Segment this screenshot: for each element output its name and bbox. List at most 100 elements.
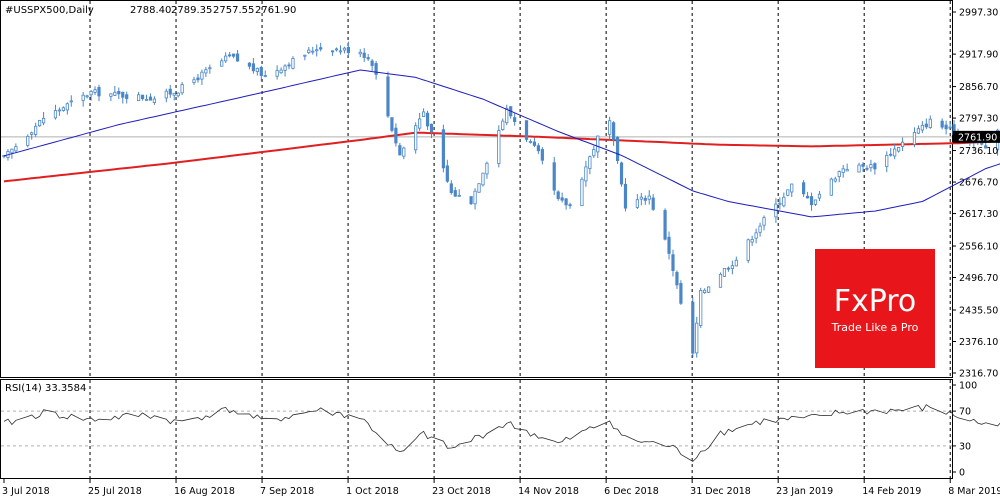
candle-body	[916, 128, 921, 134]
time-axis: 3 Jul 2018 25 Jul 2018 16 Aug 2018 7 Sep 20…	[2, 479, 1000, 497]
time-tick-label: 23 Jan 2019	[776, 486, 833, 497]
candle-body	[722, 268, 727, 277]
candle-body	[845, 169, 849, 172]
rsi-panel: RSI(14) 33.3584	[0, 379, 1000, 479]
candle-body	[402, 147, 406, 157]
candle-body	[57, 109, 62, 112]
candle-body	[38, 120, 42, 127]
candle-body	[346, 46, 350, 54]
candle-body	[93, 89, 97, 93]
candle-body	[386, 76, 390, 117]
price-tick-label: 2376.10	[959, 337, 998, 348]
price-tick-label: 2556.10	[959, 242, 998, 253]
candle-body	[699, 290, 703, 326]
candle-body	[477, 183, 481, 193]
candle-body	[505, 107, 509, 124]
candle-body	[148, 96, 153, 101]
candle-body	[643, 197, 647, 201]
price-panel: #USSPX500,Daily 2788.40 2789.35 2757.55 …	[0, 0, 1000, 378]
ohlc-low: 2757.55	[213, 5, 254, 16]
logo-tagline: Trade Like a Pro	[831, 321, 919, 334]
price-axis: 2997.30 2917.90 2856.70 2797.30 2736.10 2676.…	[952, 8, 998, 380]
candle-body	[307, 49, 311, 54]
candle-body	[841, 168, 845, 173]
candle-body	[778, 202, 782, 205]
candle-body	[762, 217, 766, 226]
price-tick-label: 2496.70	[959, 273, 998, 284]
candle-body	[200, 71, 204, 80]
candle-body	[231, 53, 236, 57]
candle-body	[912, 132, 917, 145]
candle-body	[275, 70, 279, 77]
candle-body	[152, 98, 157, 103]
candle-body	[647, 195, 651, 200]
rsi-tick-label: 100	[959, 381, 977, 392]
price-tick-label: 2797.30	[959, 114, 998, 125]
candle-body	[865, 167, 869, 170]
candle-body	[695, 322, 699, 354]
candle-body	[291, 58, 295, 69]
candle-body	[113, 91, 117, 96]
candle-body	[192, 79, 196, 83]
candle-body	[746, 239, 750, 261]
candle-body	[374, 63, 378, 75]
candle-body	[612, 122, 616, 141]
candle-body	[338, 50, 343, 53]
candle-body	[255, 67, 259, 73]
rsi-title: RSI(14) 33.3584	[5, 383, 86, 394]
candle-body	[536, 145, 540, 152]
time-tick-label: 31 Dec 2018	[690, 486, 751, 497]
candle-body	[481, 172, 485, 186]
candle-body	[89, 90, 93, 96]
price-tick-label: 2676.70	[959, 178, 998, 189]
candle-body	[588, 156, 592, 169]
candle-body	[176, 92, 180, 97]
candle-body	[734, 259, 738, 267]
price-tick-label: 2435.50	[959, 305, 998, 316]
candle-body	[623, 183, 628, 209]
candle-body	[469, 196, 473, 205]
candle-body	[34, 125, 38, 135]
rsi-tick-label: 30	[959, 441, 971, 452]
candle-body	[829, 178, 833, 196]
candle-body	[358, 51, 362, 55]
candle-body	[833, 178, 837, 182]
candle-body	[869, 164, 873, 169]
candle-body	[263, 75, 267, 77]
candle-body	[398, 145, 402, 156]
rsi-line	[3, 404, 1000, 462]
candle-body	[837, 171, 841, 177]
candle-body	[928, 118, 932, 128]
moving-average-line	[3, 69, 1000, 218]
candle-body	[528, 141, 533, 143]
candle-body	[524, 120, 529, 140]
candle-body	[485, 162, 489, 175]
candle-body	[532, 141, 537, 146]
candle-body	[619, 162, 624, 185]
candle-body	[707, 286, 711, 293]
candle-body	[303, 54, 307, 57]
price-tick-label: 2617.30	[959, 209, 998, 220]
candle-body	[513, 117, 517, 122]
candle-body	[414, 125, 418, 151]
price-tick-label: 2917.90	[959, 50, 998, 61]
candle-body	[10, 148, 14, 154]
candle-body	[125, 94, 129, 99]
candle-body	[429, 123, 434, 133]
time-tick-label: 7 Sep 2018	[260, 486, 314, 497]
price-tick-label: 2736.10	[959, 146, 998, 157]
candle-body	[228, 54, 232, 57]
rsi-tick-label: 0	[959, 468, 965, 479]
candle-body	[580, 178, 584, 207]
ohlc-high: 2789.35	[171, 5, 212, 16]
candle-body	[900, 141, 905, 148]
candle-body	[362, 52, 366, 58]
time-tick-label: 3 Jul 2018	[2, 486, 50, 497]
candle-body	[802, 182, 806, 195]
candle-body	[679, 283, 683, 304]
candle-body	[564, 198, 568, 206]
candle-body	[560, 197, 564, 201]
candle-body	[615, 136, 620, 162]
candle-body	[109, 93, 113, 97]
